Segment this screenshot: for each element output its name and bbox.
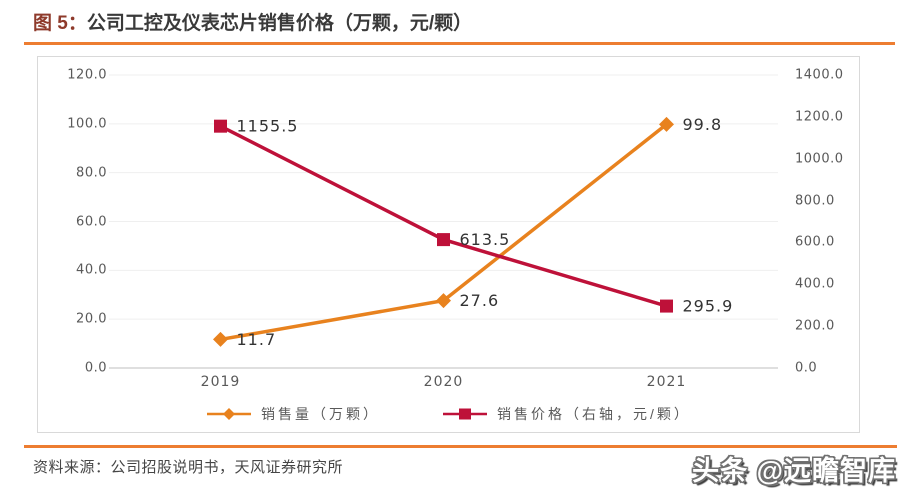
y-axis-right-tick: 0.0 [795, 360, 818, 376]
x-axis-tick: 2020 [423, 374, 464, 390]
title-divider-line [24, 42, 895, 45]
legend-marker-volume-icon [207, 408, 252, 420]
watermark-logo: 头条 @远瞻智库 [692, 456, 896, 486]
y-axis-right-tick: 1400.0 [795, 67, 844, 83]
legend-label-price: 销售价格（右轴，元/颗） [497, 406, 691, 422]
data-point-square [660, 299, 673, 313]
chart-panel: 11.7 27.6 99.8 1155.5 613.5 295.9 120.0 100.0 8… [37, 56, 860, 433]
figure-title: 图 5：公司工控及仪表芯片销售价格（万颗，元/颗） [33, 11, 472, 37]
y-axis-left-tick: 120.0 [67, 67, 107, 83]
data-label: 11.7 [237, 330, 277, 349]
legend-marker-price-icon [443, 408, 488, 420]
y-axis-right-tick: 800.0 [795, 193, 835, 209]
y-axis-left-tick: 80.0 [76, 165, 107, 181]
data-point-square [214, 119, 227, 133]
y-axis-left-tick: 100.0 [67, 116, 107, 132]
y-axis-right-tick: 200.0 [795, 318, 835, 334]
figure-number-label: 图 5： [33, 13, 87, 34]
legend-label-volume: 销售量（万颗） [261, 406, 381, 422]
footer-divider-line [24, 445, 897, 448]
y-axis-left-tick: 20.0 [76, 311, 107, 327]
legend-item-sales-price: 销售价格（右轴，元/颗） [442, 404, 691, 424]
data-point-diamond [213, 331, 228, 347]
data-point-diamond [659, 116, 674, 132]
data-label: 99.8 [683, 115, 723, 134]
series-line-1 [219, 124, 667, 308]
y-axis-right-tick: 1000.0 [795, 151, 844, 167]
y-axis-right-tick: 400.0 [795, 276, 835, 292]
figure-title-text: 公司工控及仪表芯片销售价格（万颗，元/颗） [86, 13, 473, 34]
legend: 销售量（万颗） 销售价格（右轴，元/颗） [38, 404, 859, 424]
data-point-diamond [436, 293, 451, 309]
y-axis-left: 120.0 100.0 80.0 60.0 40.0 20.0 0.0 [38, 57, 107, 432]
data-label: 613.5 [460, 230, 511, 249]
data-point-square [437, 233, 450, 247]
y-axis-right-tick: 1200.0 [795, 109, 844, 125]
x-axis-tick: 2019 [200, 374, 241, 390]
data-label: 295.9 [683, 297, 734, 316]
data-label: 1155.5 [237, 117, 299, 136]
chart-plot-area: 11.7 27.6 99.8 1155.5 613.5 295.9 [109, 74, 778, 369]
source-note: 资料来源：公司招股说明书，天风证券研究所 [33, 459, 344, 476]
y-axis-left-tick: 0.0 [84, 360, 107, 376]
legend-item-sales-volume: 销售量（万颗） [206, 404, 380, 424]
y-axis-left-tick: 60.0 [76, 214, 107, 229]
y-axis-right: 1400.0 1200.0 1000.0 800.0 600.0 400.0 200.0 0.… [795, 57, 857, 432]
y-axis-right-tick: 600.0 [795, 234, 835, 250]
data-label: 27.6 [460, 291, 500, 310]
x-axis-tick: 2021 [646, 374, 687, 390]
y-axis-left-tick: 40.0 [76, 262, 107, 278]
